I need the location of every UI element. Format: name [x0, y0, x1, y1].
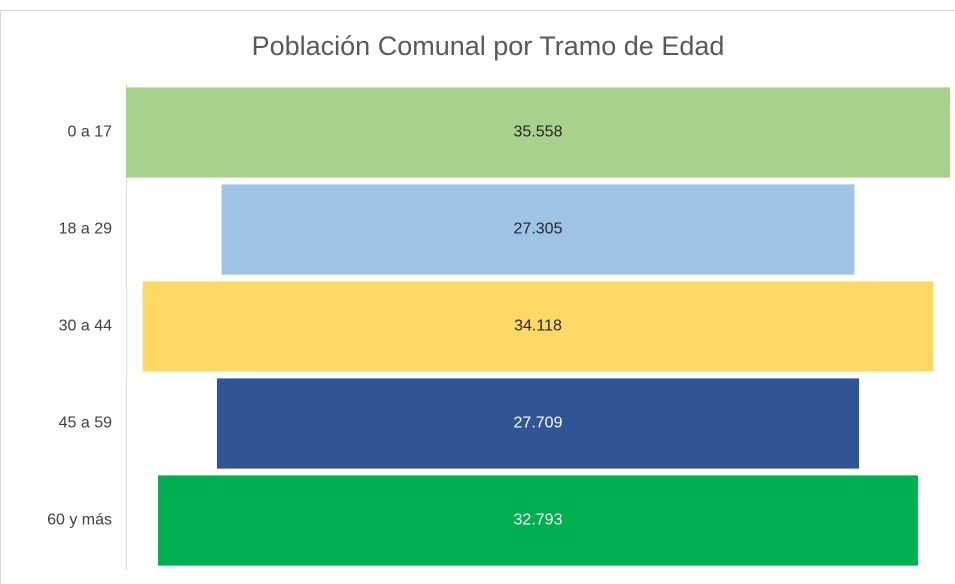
chart-title: Población Comunal por Tramo de Edad [252, 31, 725, 61]
category-label: 30 a 44 [59, 318, 112, 335]
chart-frame [0, 10, 955, 584]
category-label: 0 a 17 [68, 124, 113, 141]
data-label: 27.709 [514, 415, 563, 432]
data-label: 34.118 [514, 318, 562, 335]
data-label: 32.793 [514, 512, 563, 529]
category-label: 60 y más [47, 512, 112, 529]
funnel-bar [221, 184, 855, 275]
funnel-bar [216, 378, 860, 469]
funnel-bar [126, 87, 950, 178]
category-label: 45 a 59 [59, 415, 112, 432]
category-label: 18 a 29 [59, 221, 112, 238]
funnel-bar [142, 281, 934, 372]
data-label: 27.305 [514, 221, 563, 238]
funnel-bar [158, 475, 918, 566]
data-label: 35.558 [514, 124, 563, 141]
